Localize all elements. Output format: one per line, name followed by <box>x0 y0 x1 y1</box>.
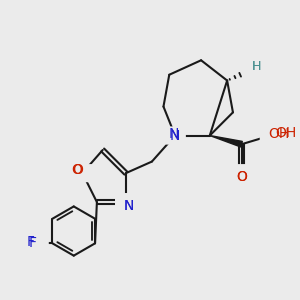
Text: N: N <box>168 127 179 141</box>
Text: H: H <box>251 60 261 73</box>
Text: OH: OH <box>275 126 296 140</box>
Text: O: O <box>71 163 82 177</box>
Text: N: N <box>124 200 134 213</box>
Text: N: N <box>124 200 134 213</box>
Text: N: N <box>170 128 180 142</box>
Text: O: O <box>73 163 83 177</box>
Text: O: O <box>236 170 247 184</box>
Text: H: H <box>251 60 261 73</box>
Text: F: F <box>28 236 36 250</box>
Text: O: O <box>236 170 247 184</box>
Text: F: F <box>27 235 35 249</box>
Polygon shape <box>210 136 242 147</box>
Text: OH: OH <box>268 127 290 141</box>
